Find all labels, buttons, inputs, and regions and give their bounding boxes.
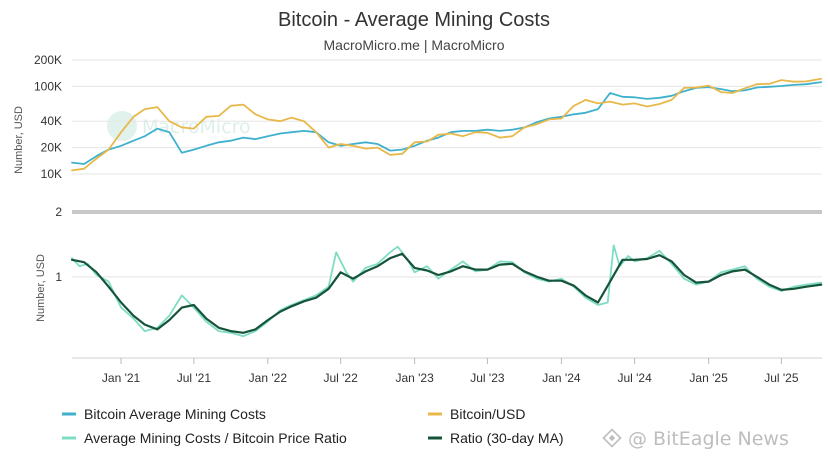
legend-label-ratio-ma: Ratio (30-day MA) (450, 430, 564, 446)
series-line-ratio-ma (70, 252, 823, 334)
x-tick-label: Jul '21 (177, 371, 212, 385)
chart-legend: Bitcoin Average Mining Costs Bitcoin/USD… (62, 406, 564, 446)
x-tick-label: Jul '24 (617, 371, 652, 385)
legend-label-mining-cost: Bitcoin Average Mining Costs (84, 406, 266, 422)
x-tick-label: Jul '25 (764, 371, 799, 385)
y-tick-label: 100K (34, 79, 62, 93)
legend-item-mining-cost[interactable]: Bitcoin Average Mining Costs (62, 406, 266, 422)
price-panel: 10K 20K 40K 100K 200K (34, 53, 823, 181)
y-tick-label: 200K (34, 53, 62, 67)
legend-item-ratio-ma[interactable]: Ratio (30-day MA) (428, 430, 564, 446)
bottom-y-axis-title: Number, USD (35, 254, 47, 322)
macromicro-logo-icon (107, 111, 137, 141)
legend-label-ratio: Average Mining Costs / Bitcoin Price Rat… (84, 430, 347, 446)
x-tick-label: Jan '24 (542, 371, 581, 385)
legend-item-ratio[interactable]: Average Mining Costs / Bitcoin Price Rat… (62, 430, 347, 446)
x-tick-label: Jan '25 (689, 371, 728, 385)
x-tick-label: Jan '21 (102, 371, 141, 385)
y-tick-label: 10K (41, 167, 62, 181)
top-y-axis-title: Number, USD (13, 106, 25, 174)
biteagle-watermark-text: @ BitEagle News (628, 428, 789, 450)
biteagle-logo-icon (602, 428, 622, 448)
x-tick-label: Jan '23 (395, 371, 434, 385)
legend-item-btc-usd[interactable]: Bitcoin/USD (428, 406, 525, 422)
series-line-ratio (71, 244, 823, 338)
y-tick-label: 2 (55, 205, 62, 219)
chart-title: Bitcoin - Average Mining Costs (278, 9, 550, 31)
y-tick-label: 1 (55, 270, 62, 284)
series-line-btc-usd (71, 77, 823, 172)
x-tick-label: Jul '22 (323, 371, 358, 385)
legend-label-btc-usd: Bitcoin/USD (450, 406, 525, 422)
biteagle-watermark: @ BitEagle News (602, 428, 789, 450)
ratio-panel: 2 1 Jan '21 Jul '21 Jan '22 Jul '22 Jan '23 Jul… (55, 205, 823, 385)
x-tick-label: Jan '22 (249, 371, 288, 385)
chart-subtitle: MacroMicro.me | MacroMicro (324, 37, 505, 53)
y-tick-label: 20K (41, 141, 62, 155)
y-tick-label: 40K (41, 114, 62, 128)
x-tick-label: Jul '23 (470, 371, 505, 385)
